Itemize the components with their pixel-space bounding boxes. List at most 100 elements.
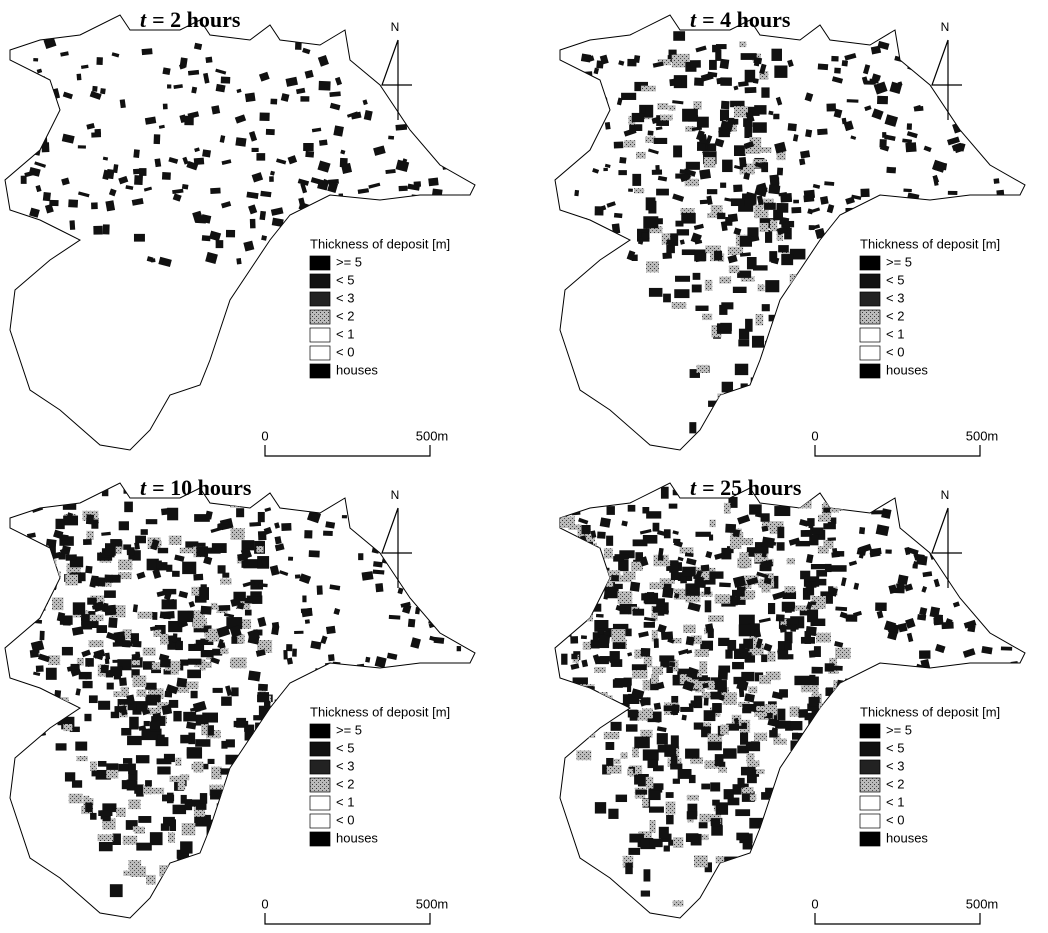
house: [918, 45, 924, 52]
deposit: [297, 857, 310, 867]
deposit: [121, 728, 131, 736]
deposit: [828, 386, 840, 391]
house: [739, 688, 744, 697]
deposit: [121, 687, 129, 697]
deposit: [196, 715, 209, 726]
legend-label: < 5: [336, 272, 354, 287]
map-outline: [5, 483, 475, 918]
deposit: [809, 675, 815, 681]
legend-label: < 1: [886, 794, 904, 809]
deposit: [230, 793, 240, 802]
house: [1002, 46, 1012, 54]
deposit: [578, 545, 585, 557]
deposit: [173, 805, 187, 814]
deposit: [257, 692, 269, 702]
deposit: [695, 649, 709, 657]
deposit: [75, 742, 87, 751]
deposit: [129, 860, 137, 870]
legend-swatch: [860, 760, 880, 774]
deposit: [256, 546, 263, 552]
deposit: [180, 735, 191, 744]
legend-label: houses: [886, 362, 928, 377]
house: [596, 614, 604, 618]
house: [926, 256, 932, 263]
deposit: [285, 733, 292, 743]
deposit: [833, 829, 848, 837]
deposit: [643, 216, 658, 229]
deposit: [127, 736, 142, 745]
deposit: [606, 758, 613, 766]
legend-label: < 3: [336, 290, 354, 305]
house: [828, 586, 833, 596]
house: [357, 200, 366, 209]
legend-swatch: [310, 328, 330, 342]
house: [859, 527, 865, 534]
deposit: [785, 344, 799, 355]
house: [410, 525, 419, 533]
deposit: [766, 823, 776, 834]
house: [943, 221, 955, 227]
title-text: = 2 hours: [152, 7, 241, 32]
house: [879, 139, 886, 147]
house: [457, 646, 461, 651]
deposit: [761, 654, 767, 662]
house: [162, 67, 170, 75]
house: [168, 635, 176, 639]
house: [881, 217, 886, 221]
deposit: [687, 811, 697, 819]
deposit: [722, 160, 733, 172]
legend-label: < 0: [886, 344, 904, 359]
deposit: [124, 482, 138, 494]
deposit: [227, 785, 242, 798]
deposit: [734, 106, 748, 117]
deposit: [73, 602, 85, 614]
deposit: [709, 571, 723, 578]
deposit: [565, 705, 574, 713]
house: [1009, 601, 1015, 611]
house: [451, 239, 462, 246]
deposit: [695, 306, 708, 311]
house: [449, 86, 462, 98]
deposit: [717, 213, 725, 219]
house: [460, 530, 469, 539]
house: [753, 78, 759, 84]
deposit: [756, 769, 764, 774]
deposit: [295, 856, 304, 867]
deposit: [258, 845, 264, 853]
deposit: [678, 769, 692, 779]
deposit: [568, 500, 583, 507]
deposit: [649, 806, 664, 812]
deposit: [561, 630, 571, 636]
deposit: [200, 793, 207, 804]
deposit: [211, 603, 217, 610]
house: [384, 38, 395, 46]
deposit: [226, 739, 235, 747]
deposit: [697, 117, 709, 128]
deposit: [705, 600, 712, 612]
house: [288, 557, 293, 561]
house: [798, 709, 808, 718]
deposit: [624, 140, 635, 147]
house: [406, 218, 413, 225]
legend-label: < 0: [336, 812, 354, 827]
deposit: [220, 795, 231, 803]
deposit: [831, 565, 846, 572]
house: [438, 514, 444, 523]
deposit: [579, 599, 589, 610]
deposit: [116, 808, 126, 817]
deposit: [143, 648, 156, 656]
deposit: [818, 546, 829, 553]
deposit: [196, 640, 208, 645]
deposit: [587, 702, 599, 711]
house: [407, 62, 417, 70]
deposit: [693, 101, 701, 110]
deposit: [811, 382, 818, 391]
deposit: [800, 571, 810, 580]
deposit: [815, 807, 829, 819]
deposit: [821, 811, 828, 817]
house: [30, 649, 39, 657]
deposit: [834, 858, 841, 870]
deposit: [794, 676, 810, 685]
deposit: [62, 647, 73, 655]
legend-swatch: [860, 292, 880, 306]
